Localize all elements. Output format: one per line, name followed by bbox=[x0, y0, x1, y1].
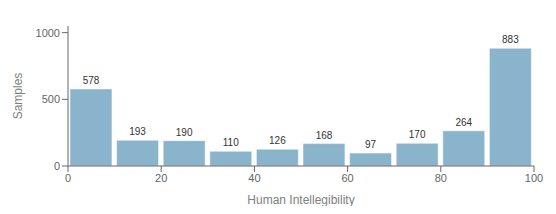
svg-text:578: 578 bbox=[83, 75, 100, 86]
svg-text:20: 20 bbox=[155, 172, 167, 184]
svg-text:97: 97 bbox=[365, 139, 377, 150]
svg-text:100: 100 bbox=[525, 172, 543, 184]
svg-text:500: 500 bbox=[42, 93, 60, 105]
svg-text:264: 264 bbox=[455, 117, 472, 128]
svg-text:110: 110 bbox=[223, 137, 239, 148]
svg-text:170: 170 bbox=[409, 129, 426, 140]
svg-text:80: 80 bbox=[435, 172, 447, 184]
svg-text:1000: 1000 bbox=[36, 27, 60, 39]
svg-text:0: 0 bbox=[65, 172, 71, 184]
svg-text:40: 40 bbox=[248, 172, 260, 184]
svg-text:Human Intellegibility: Human Intellegibility bbox=[247, 193, 354, 206]
svg-text:Samples: Samples bbox=[11, 73, 25, 120]
svg-text:883: 883 bbox=[502, 34, 519, 45]
svg-text:190: 190 bbox=[176, 127, 193, 138]
svg-text:168: 168 bbox=[316, 130, 333, 141]
svg-text:193: 193 bbox=[129, 126, 146, 137]
svg-text:126: 126 bbox=[269, 135, 286, 146]
svg-text:0: 0 bbox=[54, 160, 60, 172]
svg-text:60: 60 bbox=[341, 172, 353, 184]
